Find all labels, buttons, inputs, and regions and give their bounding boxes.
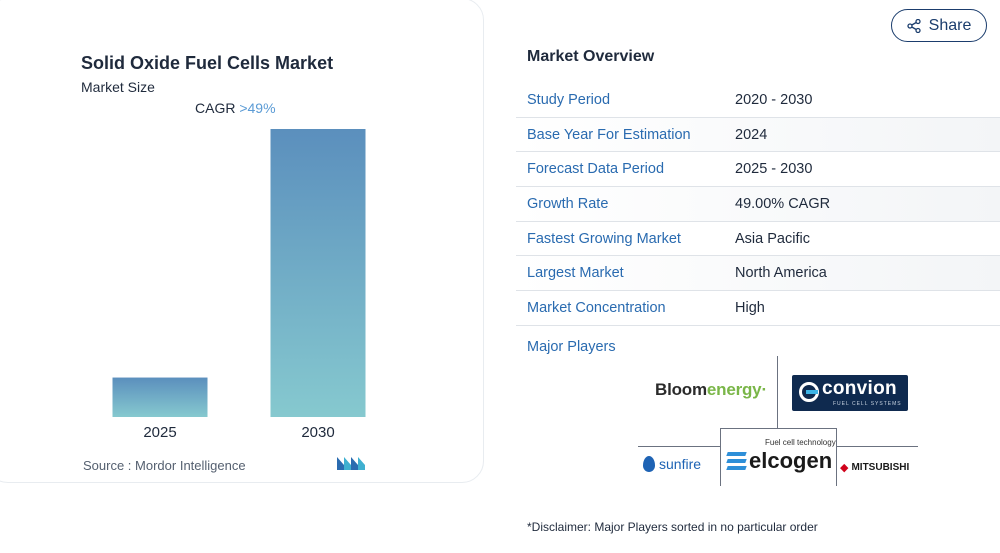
players-divider-left — [638, 446, 720, 447]
overview-row: Forecast Data Period 2025 - 2030 — [516, 152, 1000, 188]
convion-mark-icon — [799, 382, 819, 402]
players-divider-vertical — [777, 356, 778, 428]
overview-value: 2020 - 2030 — [735, 91, 813, 108]
cagr-text: CAGR — [195, 100, 236, 116]
overview-row: Largest Market North America — [516, 256, 1000, 292]
disclaimer: *Disclaimer: Major Players sorted in no … — [527, 520, 818, 534]
players-divider-right — [836, 446, 918, 447]
chart-source: Source : Mordor Intelligence — [83, 458, 246, 473]
elcogen-tagline: Fuel cell technology — [765, 438, 836, 447]
sunfire-logo: sunfire — [643, 456, 701, 472]
overview-key: Base Year For Estimation — [527, 126, 691, 143]
convion-logo: convion FUEL CELL SYSTEMS — [792, 375, 908, 411]
mordor-intelligence-logo — [337, 457, 365, 470]
elcogen-box-right — [836, 428, 837, 486]
overview-key: Largest Market — [527, 265, 624, 282]
elcogen-logo: elcogen — [726, 448, 832, 474]
bar-2030 — [270, 129, 366, 417]
overview-row: Base Year For Estimation 2024 — [516, 117, 1000, 153]
overview-value: 2025 - 2030 — [735, 161, 813, 178]
share-label: Share — [928, 16, 972, 34]
market-size-card — [0, 0, 484, 483]
overview-value: Asia Pacific — [735, 230, 810, 247]
share-icon — [906, 18, 921, 33]
bar-2025 — [112, 377, 208, 417]
bar-chart: 2025 2030 — [112, 129, 366, 441]
overview-value: 2024 — [735, 126, 768, 143]
overview-key: Fastest Growing Market — [527, 230, 681, 247]
overview-value: 49.00% CAGR — [735, 195, 831, 212]
x-tick-label: 2025 — [143, 424, 176, 441]
source-name: Mordor Intelligence — [135, 458, 246, 473]
bloom-energy-logo: Bloomenergy· — [655, 380, 767, 399]
cagr-label: CAGR >49% — [195, 100, 276, 116]
elcogen-mark-icon — [726, 450, 747, 472]
overview-title: Market Overview — [527, 48, 655, 65]
overview-key: Forecast Data Period — [527, 161, 665, 178]
elcogen-box-left — [720, 428, 721, 486]
x-tick-label: 2030 — [301, 424, 334, 441]
overview-row: Growth Rate 49.00% CAGR — [516, 187, 1000, 222]
cagr-value: >49% — [239, 100, 276, 116]
overview-key: Growth Rate — [527, 195, 609, 212]
overview-key: Study Period — [527, 91, 611, 108]
overview-row: Market Concentration High — [516, 291, 1000, 326]
share-button[interactable]: Share — [891, 9, 987, 42]
chart-subtitle: Market Size — [81, 79, 155, 95]
mitsubishi-logo: ◆ MITSUBISHI — [840, 462, 910, 474]
major-players-label: Major Players — [527, 339, 616, 355]
overview-value: High — [735, 299, 765, 316]
overview-table: Study Period 2020 - 2030 Base Year For Est… — [516, 83, 1000, 326]
overview-row: Fastest Growing Market Asia Pacific — [516, 222, 1000, 257]
elcogen-box-top — [720, 428, 837, 429]
overview-key: Market Concentration — [527, 299, 666, 316]
mitsubishi-diamonds-icon: ◆ — [840, 462, 849, 474]
overview-row: Study Period 2020 - 2030 — [516, 83, 1000, 118]
sunfire-drop-icon — [643, 456, 655, 472]
chart-title: Solid Oxide Fuel Cells Market — [81, 53, 334, 73]
overview-value: North America — [735, 265, 827, 282]
source-label: Source : — [83, 458, 132, 473]
